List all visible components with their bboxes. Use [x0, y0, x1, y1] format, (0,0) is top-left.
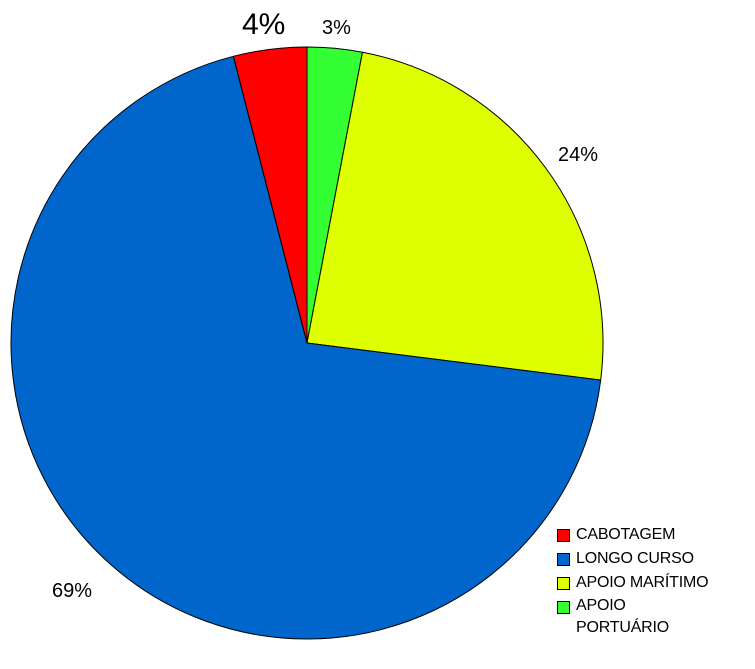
legend-item-cabotagem: CABOTAGEM — [557, 523, 708, 547]
pie-slice-longo-curso — [10, 55, 602, 640]
legend-item-apoio-portuario: APOIO PORTUÁRIO — [557, 595, 708, 639]
pie-slice-apoio-mar-timo — [306, 51, 604, 381]
data-label-longo-curso: 69% — [52, 580, 92, 602]
legend-label-cabotagem: CABOTAGEM — [576, 526, 676, 543]
legend-item-apoio-maritimo: APOIO MARÍTIMO — [557, 571, 709, 595]
legend-swatch-cabotagem — [557, 529, 570, 542]
legend-label-longo-curso: LONGO CURSO — [576, 550, 694, 567]
data-label-apoio-portu-rio: 3% — [322, 17, 351, 39]
legend-item-longo-curso: LONGO CURSO — [557, 547, 708, 571]
legend-label-apoio-maritimo: APOIO MARÍTIMO — [576, 574, 709, 591]
legend: CABOTAGEM LONGO CURSO APOIO MARÍTIMO APO… — [557, 523, 709, 639]
data-label-cabotagem: 4% — [242, 8, 285, 41]
legend-label-apoio-portuario: APOIO PORTUÁRIO — [576, 597, 670, 636]
legend-swatch-apoio-maritimo — [557, 577, 570, 590]
pie-slice-cabotagem — [232, 46, 308, 344]
legend-swatch-longo-curso — [557, 553, 570, 566]
data-label-apoio-mar-timo: 24% — [558, 144, 598, 166]
legend-swatch-apoio-portuario — [557, 601, 570, 614]
